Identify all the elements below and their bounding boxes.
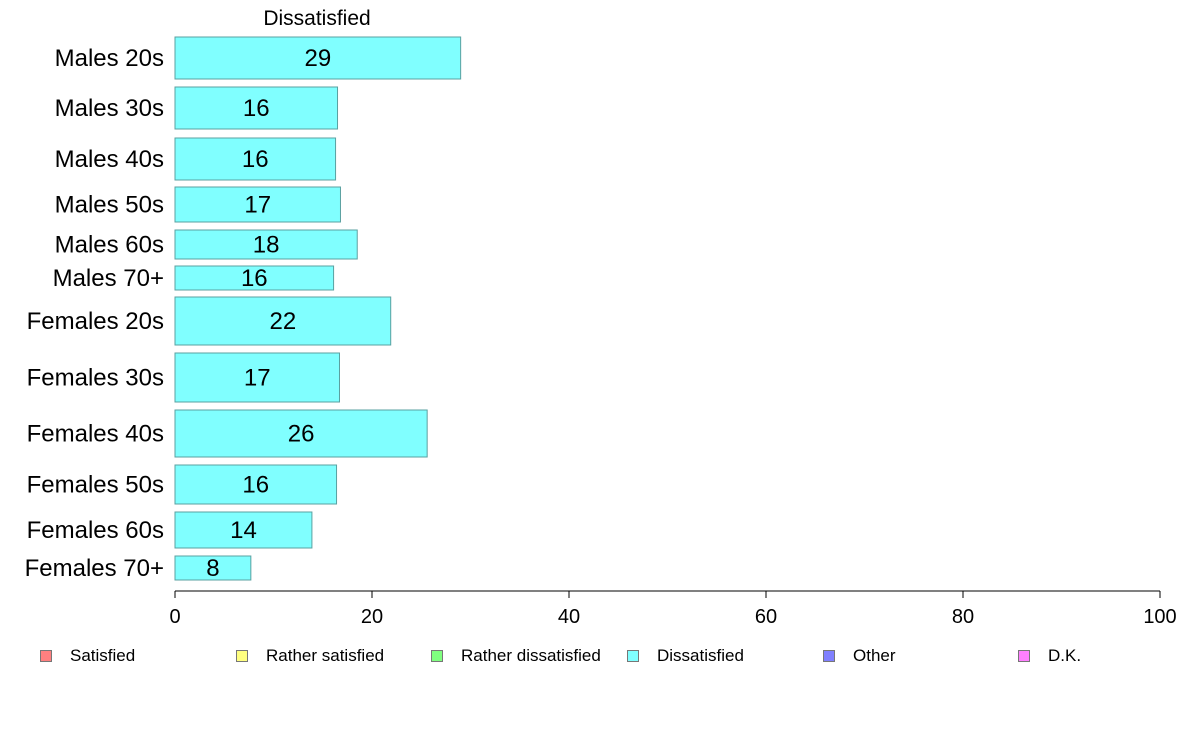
x-tick-label: 80 [952, 606, 974, 628]
category-label: Females 30s [27, 365, 164, 392]
legend-item: D.K. [1018, 646, 1081, 666]
data-label: 16 [243, 95, 270, 122]
legend-label: Other [853, 646, 896, 665]
legend-swatch [431, 650, 443, 662]
category-label: Males 20s [55, 45, 164, 72]
bar-5 [174, 265, 335, 291]
data-label: 18 [253, 232, 280, 259]
category-label: Females 40s [27, 421, 164, 448]
legend-swatch [1018, 650, 1030, 662]
bar-2 [174, 137, 337, 181]
category-label: Females 20s [27, 308, 164, 335]
bar-0 [174, 36, 462, 80]
x-tick-label: 20 [361, 606, 383, 628]
legend-swatch [823, 650, 835, 662]
legend-swatch [236, 650, 248, 662]
x-tick-label: 0 [169, 606, 180, 628]
bar-7 [174, 352, 340, 403]
x-tick-label: 100 [1143, 606, 1176, 628]
legend-item: Rather dissatisfied [431, 646, 601, 666]
legend-swatch [40, 650, 52, 662]
chart-title: Dissatisfied [263, 7, 370, 30]
x-tick-label: 40 [558, 606, 580, 628]
category-label: Males 40s [55, 146, 164, 173]
legend-item: Rather satisfied [236, 646, 384, 666]
bar-4 [174, 229, 358, 260]
legend-label: Rather dissatisfied [461, 646, 601, 665]
category-label: Males 30s [55, 95, 164, 122]
data-label: 26 [288, 421, 315, 448]
data-label: 16 [241, 265, 268, 292]
data-label: 22 [270, 308, 297, 335]
legend-item: Dissatisfied [627, 646, 744, 666]
legend-label: Satisfied [70, 646, 136, 665]
legend-item: Satisfied [40, 646, 135, 666]
legend-swatch [627, 650, 639, 662]
legend-label: Rather satisfied [266, 646, 385, 665]
bar-9 [174, 464, 338, 505]
legend-label: D.K. [1048, 646, 1082, 665]
category-label: Males 50s [55, 192, 164, 219]
legend-item: Other [823, 646, 896, 666]
data-label: 17 [244, 365, 271, 392]
bar-6 [174, 296, 392, 346]
category-label: Females 50s [27, 472, 164, 499]
data-label: 17 [244, 192, 271, 219]
x-tick-label: 60 [755, 606, 777, 628]
bar-3 [174, 186, 341, 223]
data-label: 16 [242, 146, 269, 173]
data-label: 29 [304, 45, 331, 72]
category-label: Males 70+ [53, 265, 164, 292]
category-label: Females 70+ [25, 555, 164, 582]
bar-10 [174, 511, 313, 549]
legend-label: Dissatisfied [657, 646, 744, 665]
data-label: 8 [206, 555, 219, 582]
data-label: 16 [242, 472, 269, 499]
category-label: Females 60s [27, 517, 164, 544]
bar-1 [174, 86, 339, 130]
data-label: 14 [230, 517, 257, 544]
bar-8 [174, 409, 428, 458]
category-label: Males 60s [55, 232, 164, 259]
bar-11 [174, 555, 252, 581]
